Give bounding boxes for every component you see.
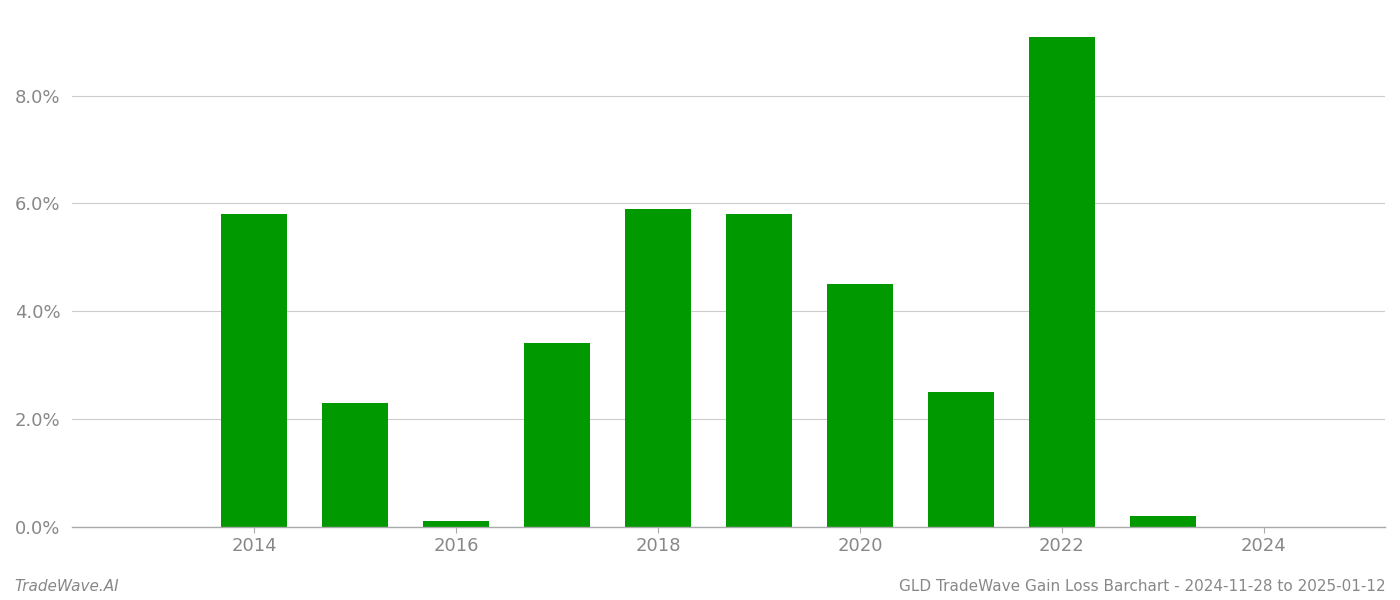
Bar bbox=[928, 392, 994, 527]
Bar bbox=[1029, 37, 1095, 527]
Bar bbox=[524, 343, 589, 527]
Bar bbox=[221, 214, 287, 527]
Text: TradeWave.AI: TradeWave.AI bbox=[14, 579, 119, 594]
Bar bbox=[322, 403, 388, 527]
Bar bbox=[626, 209, 690, 527]
Text: GLD TradeWave Gain Loss Barchart - 2024-11-28 to 2025-01-12: GLD TradeWave Gain Loss Barchart - 2024-… bbox=[899, 579, 1386, 594]
Bar bbox=[727, 214, 792, 527]
Bar bbox=[1130, 516, 1196, 527]
Bar bbox=[827, 284, 893, 527]
Bar bbox=[423, 521, 489, 527]
